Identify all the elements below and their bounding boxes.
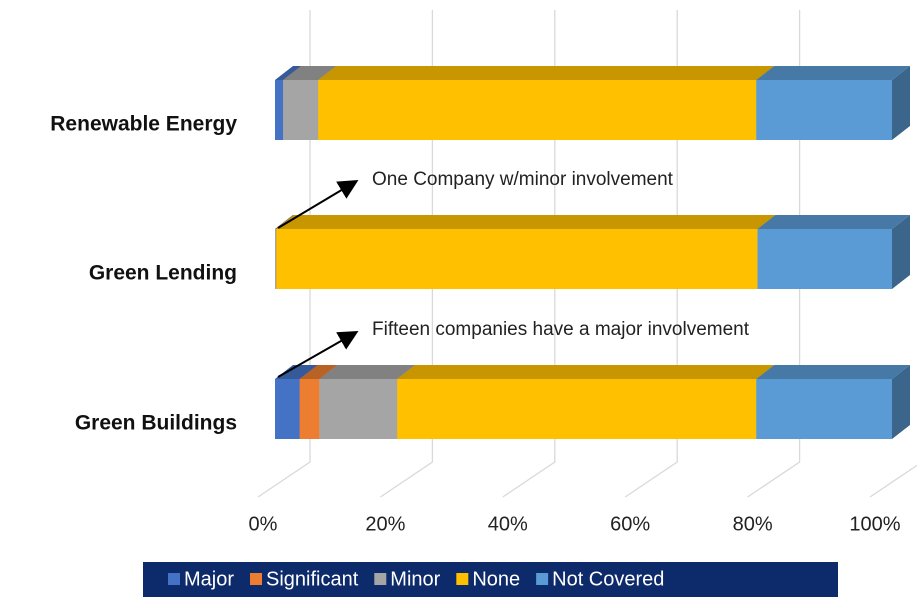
legend-label: Significant: [266, 568, 359, 590]
bar: [757, 229, 892, 289]
x-tick-label: 100%: [849, 513, 900, 535]
grid-line: [257, 10, 311, 498]
legend-label: None: [472, 568, 520, 590]
bar: [756, 379, 892, 439]
bar-top: [757, 215, 910, 229]
bar-top: [276, 215, 776, 229]
grid-line: [869, 464, 917, 498]
grid: 0% 20% 40% 60% 80% 100%: [249, 10, 917, 535]
bar: [275, 229, 277, 289]
bar-top: [397, 365, 775, 379]
x-tick-label: 80%: [733, 513, 773, 535]
bar: [319, 379, 398, 439]
bar: [275, 80, 284, 140]
grid-line: [624, 10, 678, 498]
bar-top: [283, 66, 337, 80]
legend-swatch: [168, 573, 180, 585]
bar-side: [892, 66, 910, 140]
category-label: Renewable Energy: [50, 113, 237, 136]
legend-swatch: [374, 573, 387, 585]
bar: [283, 80, 319, 140]
bar-side: [892, 215, 910, 289]
category-label: Green Lending: [89, 262, 237, 285]
annotation: One Company w/minor involvement: [372, 169, 674, 190]
bar-side: [892, 365, 910, 439]
legend-swatch: [456, 573, 469, 585]
bar-top: [299, 365, 338, 379]
x-tick-label: 60%: [610, 513, 650, 535]
grid-line: [747, 10, 801, 498]
legend-label: Minor: [390, 568, 440, 590]
bar-top: [275, 365, 318, 379]
category-label: Green Buildings: [75, 412, 237, 435]
bar-top: [756, 66, 910, 80]
grid-line: [502, 10, 556, 498]
grid-line: [380, 10, 434, 498]
annotation: Fifteen companies have a major involveme…: [372, 319, 750, 340]
arrow: [277, 179, 359, 229]
bar-top: [756, 365, 910, 379]
legend-label: Not Covered: [552, 568, 664, 590]
legend-swatch: [250, 573, 263, 585]
bar-top: [318, 66, 775, 80]
x-tick-label: 40%: [488, 513, 528, 535]
bar: [276, 229, 758, 289]
bar: [275, 379, 300, 439]
arrow: [277, 331, 359, 378]
bar-top: [275, 215, 295, 229]
legend-label: Major: [184, 568, 234, 590]
legend-swatch: [536, 573, 549, 585]
bar: [318, 80, 757, 140]
bars: Renewable Energy Green Lending Green Build…: [50, 66, 910, 439]
legend: Major Significant Minor None Not Covered: [168, 568, 664, 590]
bar-top: [319, 365, 416, 379]
x-tick-label: 20%: [365, 513, 405, 535]
bar: [397, 379, 757, 439]
bar: [756, 80, 892, 140]
bar-top: [275, 66, 302, 80]
x-tick-label: 0%: [249, 513, 278, 535]
bar: [299, 379, 320, 439]
